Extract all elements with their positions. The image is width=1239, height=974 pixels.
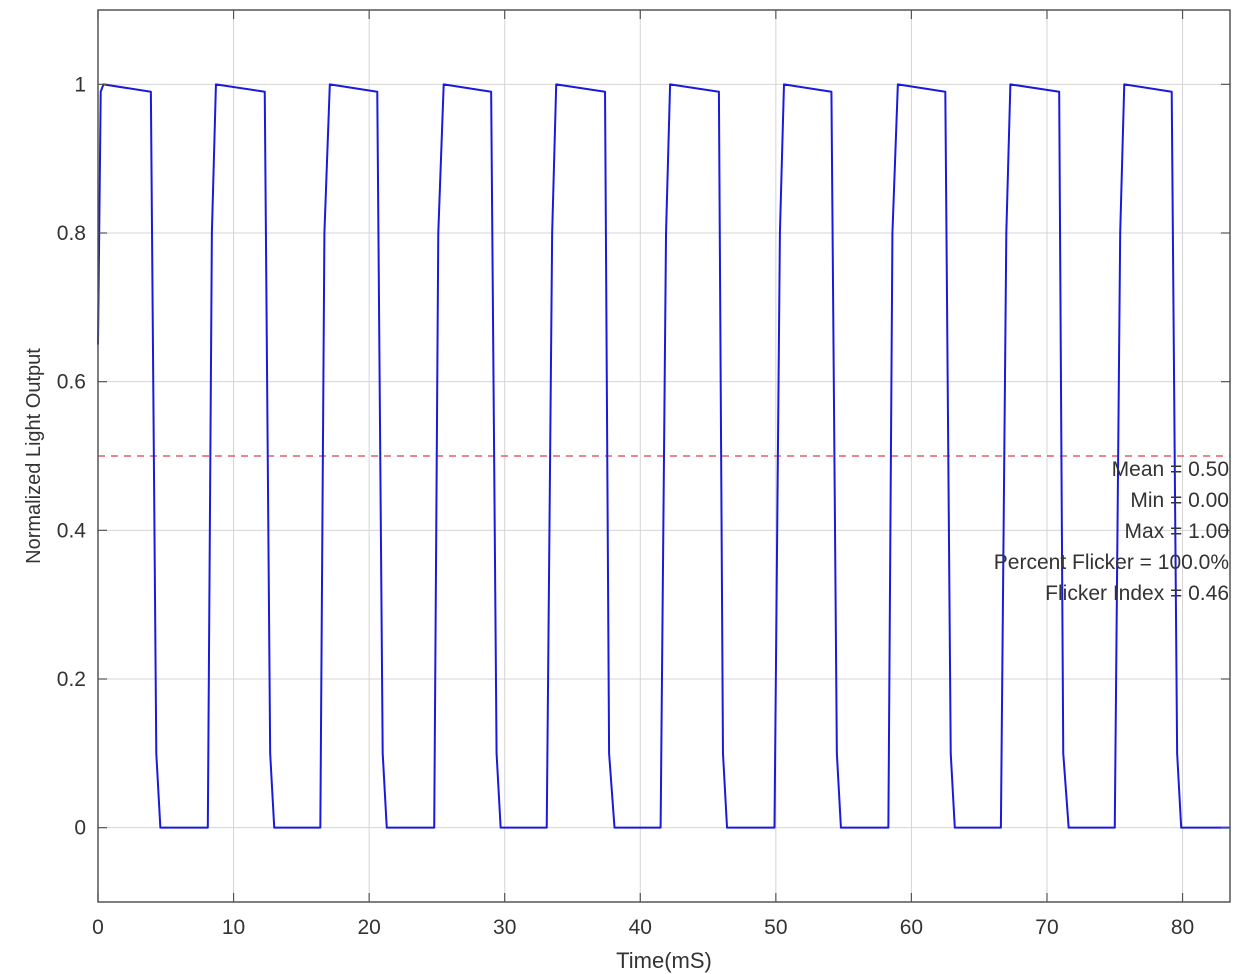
x-tick-label: 70 — [1035, 916, 1058, 939]
x-tick-label: 10 — [222, 916, 245, 939]
stats-line: Mean = 0.50 — [1112, 458, 1229, 481]
y-tick-label: 0.8 — [57, 222, 86, 245]
x-axis-label: Time(mS) — [616, 948, 712, 973]
stats-line: Max = 1.00 — [1125, 520, 1229, 543]
y-tick-label: 1 — [74, 73, 86, 96]
x-tick-label: 50 — [764, 916, 787, 939]
stats-line: Min = 0.00 — [1130, 489, 1229, 512]
x-tick-label: 30 — [493, 916, 516, 939]
stats-annotation: Mean = 0.50 Min = 0.00 Max = 1.00 Percent F… — [994, 458, 1229, 605]
x-tick-label: 80 — [1171, 916, 1194, 939]
y-tick-label: 0.4 — [57, 519, 87, 542]
grid-lines — [97, 10, 1230, 902]
series-line — [97, 83, 1230, 829]
y-axis-label: Normalized Light Output — [23, 348, 45, 564]
stats-line: Percent Flicker = 100.0% — [994, 551, 1229, 574]
x-tick-label: 60 — [900, 916, 923, 939]
x-tick-label: 0 — [92, 916, 104, 939]
y-tick-label: 0.2 — [57, 668, 86, 691]
series-layer — [97, 83, 1230, 829]
y-tick-label: 0.6 — [57, 371, 86, 394]
plot-frame — [97, 9, 1231, 903]
x-tick-labels: 0 10 20 30 40 50 60 70 80 — [92, 916, 1194, 939]
stats-line: Flicker Index = 0.46 — [1045, 582, 1229, 605]
y-tick-labels: 0 0.2 0.4 0.6 0.8 1 — [57, 73, 87, 839]
x-tick-label: 20 — [357, 916, 380, 939]
y-tick-label: 0 — [74, 817, 86, 840]
axis-ticks — [97, 10, 1230, 902]
x-tick-label: 40 — [629, 916, 652, 939]
